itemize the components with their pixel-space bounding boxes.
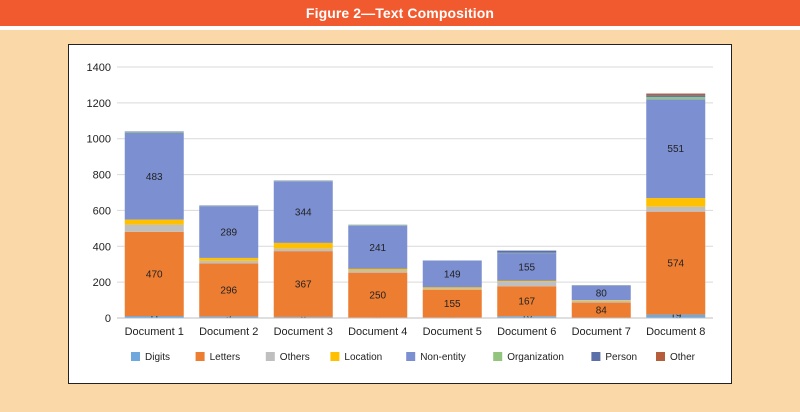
- bar-segment-letters: [199, 263, 259, 317]
- bar-segment-letters: [497, 286, 557, 317]
- legend-swatch-non-entity: [406, 352, 416, 361]
- legend-swatch-organization: [493, 352, 503, 361]
- bar-segment-non-entity: [646, 99, 706, 199]
- bar-segment-letters: [124, 231, 184, 317]
- bar-segment-letters: [273, 251, 333, 317]
- x-tick-label: Document 3: [274, 326, 333, 338]
- chart-panel: 020040060080010001200140011470483Documen…: [68, 44, 732, 384]
- bar-segment-others: [273, 248, 333, 252]
- y-tick-label: 0: [105, 313, 111, 325]
- bar-segment-digits: [124, 316, 184, 318]
- bar-segment-organization: [124, 132, 184, 133]
- bar-segment-organization: [348, 225, 408, 226]
- bar-segment-person: [497, 250, 557, 253]
- bar-segment-letters: [646, 211, 706, 315]
- bar-segment-others: [124, 224, 184, 232]
- bar-segment-non-entity: [124, 132, 184, 220]
- data-label-letters: 84: [596, 306, 608, 317]
- y-tick-label: 1400: [87, 62, 111, 74]
- legend-label-organization: Organization: [507, 352, 564, 363]
- bar-segment-non-entity: [348, 225, 408, 269]
- bar-segment-digits: [646, 314, 706, 318]
- bar-segment-digits: [497, 316, 557, 318]
- data-label-letters: 167: [518, 297, 535, 308]
- legend-swatch-others: [265, 352, 275, 361]
- bar-segment-organization: [646, 96, 706, 100]
- bar-segment-location: [273, 242, 333, 249]
- legend-swatch-digits: [131, 352, 140, 361]
- data-label-non-entity: 344: [295, 208, 312, 219]
- x-tick-label: Document 6: [497, 326, 556, 338]
- legend-label-others: Others: [280, 352, 310, 363]
- y-tick-label: 1000: [87, 134, 111, 146]
- y-tick-label: 800: [93, 170, 111, 182]
- legend-label-person: Person: [605, 352, 637, 363]
- data-label-non-entity: 155: [518, 262, 535, 273]
- data-label-letters: 250: [369, 291, 386, 302]
- bar-segment-digits: [199, 316, 259, 318]
- stacked-bar-chart: 020040060080010001200140011470483Documen…: [87, 62, 713, 363]
- bar-segment-person: [646, 95, 706, 97]
- legend-swatch-other: [656, 352, 665, 361]
- data-label-digits: 19: [670, 311, 682, 322]
- bar-segment-person: [124, 131, 184, 133]
- bar-segment-others: [422, 288, 482, 290]
- x-tick-label: Document 2: [199, 326, 258, 338]
- header-divider: [0, 26, 800, 30]
- bar-segment-other: [646, 93, 706, 96]
- legend-label-digits: Digits: [145, 352, 170, 363]
- x-tick-label: Document 5: [423, 326, 482, 338]
- bar-segment-others: [348, 270, 408, 273]
- bar-segment-non-entity: [422, 260, 482, 288]
- legend-label-location: Location: [344, 352, 382, 363]
- bar-segment-location: [497, 280, 557, 282]
- bar-segment-others: [497, 281, 557, 287]
- bar-segment-location: [199, 257, 259, 261]
- bar-segment-non-entity: [571, 285, 631, 301]
- legend-label-letters: Letters: [210, 352, 241, 363]
- bar-segment-location: [646, 198, 706, 207]
- bar-segment-letters: [348, 272, 408, 318]
- data-label-letters: 155: [444, 299, 461, 310]
- legend-label-other: Other: [670, 352, 696, 363]
- y-tick-label: 1200: [87, 98, 111, 110]
- bar-segment-letters: [571, 302, 631, 318]
- data-label-letters: 367: [295, 280, 312, 291]
- legend-swatch-person: [591, 352, 601, 361]
- legend-swatch-location: [330, 352, 340, 361]
- legend-swatch-letters: [195, 352, 205, 361]
- y-tick-label: 200: [93, 277, 111, 289]
- bar-segment-location: [422, 287, 482, 289]
- bar-segment-digits: [273, 316, 333, 318]
- data-label-non-entity: 149: [444, 269, 461, 280]
- x-tick-label: Document 7: [572, 326, 631, 338]
- bar-segment-others: [571, 300, 631, 303]
- data-label-non-entity: 551: [667, 144, 684, 155]
- x-tick-label: Document 8: [646, 326, 705, 338]
- bar-segment-location: [124, 219, 184, 225]
- data-label-letters: 574: [667, 259, 684, 270]
- x-tick-label: Document 4: [348, 326, 407, 338]
- data-label-non-entity: 80: [596, 288, 608, 299]
- bar-segment-non-entity: [199, 206, 259, 258]
- legend-label-non-entity: Non-entity: [420, 352, 466, 363]
- bar-segment-others: [199, 260, 259, 264]
- data-label-non-entity: 289: [220, 228, 237, 239]
- y-tick-label: 400: [93, 241, 111, 253]
- data-label-non-entity: 483: [146, 172, 163, 183]
- bar-segment-others: [646, 206, 706, 212]
- figure-title: Figure 2—Text Composition: [305, 5, 495, 21]
- bar-segment-location: [571, 300, 631, 301]
- data-label-letters: 296: [220, 285, 237, 296]
- y-tick-label: 600: [93, 205, 111, 217]
- x-tick-label: Document 1: [125, 326, 184, 338]
- data-label-non-entity: 241: [369, 243, 386, 254]
- bar-segment-location: [348, 268, 408, 271]
- bar-segment-non-entity: [273, 181, 333, 243]
- data-label-letters: 470: [146, 269, 163, 280]
- figure-header: Figure 2—Text Composition: [0, 0, 800, 26]
- bar-segment-non-entity: [497, 253, 557, 281]
- bar-segment-letters: [422, 289, 482, 318]
